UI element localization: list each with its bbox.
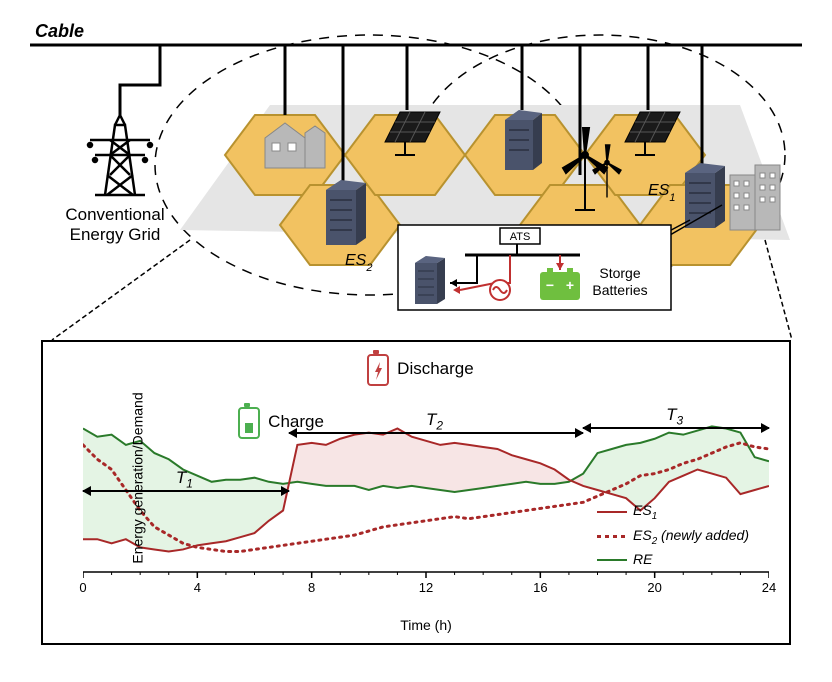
t2-label: T2 — [426, 410, 443, 432]
server-icon — [685, 163, 725, 228]
storage-label-1: Storge — [599, 265, 640, 281]
x-axis-label: Time (h) — [400, 617, 452, 633]
battery-charge-icon — [238, 407, 260, 439]
building-icon — [730, 165, 780, 230]
legend-es2: ES2 (newly added) — [597, 525, 749, 549]
server-icon — [326, 180, 366, 245]
legend-es1: ES1 — [597, 500, 749, 524]
t1-label: T1 — [176, 468, 193, 490]
discharge-annotation: Discharge — [367, 354, 474, 386]
svg-text:+: + — [566, 277, 574, 293]
charge-annotation: Charge — [238, 407, 324, 439]
y-axis-label: Energy generation/Demand — [130, 392, 146, 563]
cable-label: Cable — [35, 21, 84, 41]
svg-text:−: − — [546, 277, 554, 293]
transmission-tower-icon — [88, 115, 152, 195]
energy-grid-diagram: Cable — [10, 10, 822, 340]
server-icon — [505, 110, 542, 170]
legend-re: RE — [597, 549, 749, 570]
chart-legend: ES1 ES2 (newly added) RE — [597, 500, 749, 570]
grid-label-1: Conventional — [65, 205, 164, 224]
t3-label: T3 — [666, 405, 683, 427]
storage-label-2: Batteries — [592, 282, 647, 298]
ats-label: ATS — [510, 231, 531, 243]
energy-chart: Energy generation/Demand Time (h) Charge… — [41, 340, 791, 645]
grid-label-2: Energy Grid — [70, 225, 161, 244]
battery-discharge-icon — [367, 354, 389, 386]
